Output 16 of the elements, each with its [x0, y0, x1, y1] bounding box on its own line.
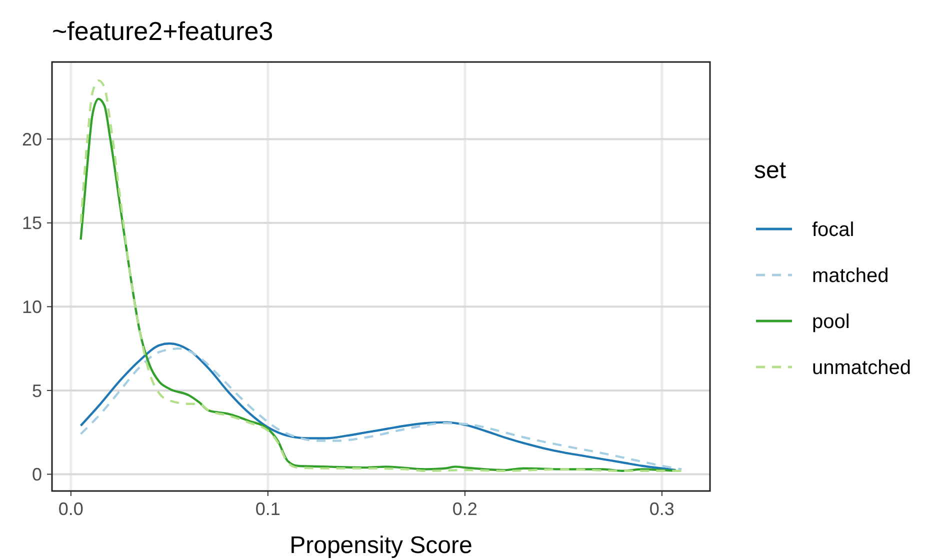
legend-label: pool	[812, 311, 850, 333]
x-tick-label: 0.2	[452, 499, 478, 519]
y-tick-label: 0	[32, 464, 42, 485]
x-tick-label: 0.1	[255, 499, 280, 519]
x-tick-label: 0.3	[649, 499, 674, 519]
y-tick-label: 10	[22, 296, 42, 317]
legend-title: set	[754, 157, 786, 184]
x-tick-label: 0.0	[58, 499, 84, 519]
legend-label: matched	[812, 265, 889, 287]
x-axis-title: Propensity Score	[290, 532, 472, 559]
chart-title: ~feature2+feature3	[52, 16, 274, 46]
y-tick-label: 15	[22, 213, 42, 234]
legend-label: unmatched	[812, 357, 911, 379]
y-tick-label: 20	[22, 129, 42, 150]
legend-label: focal	[812, 219, 854, 241]
y-tick-label: 5	[32, 380, 42, 401]
